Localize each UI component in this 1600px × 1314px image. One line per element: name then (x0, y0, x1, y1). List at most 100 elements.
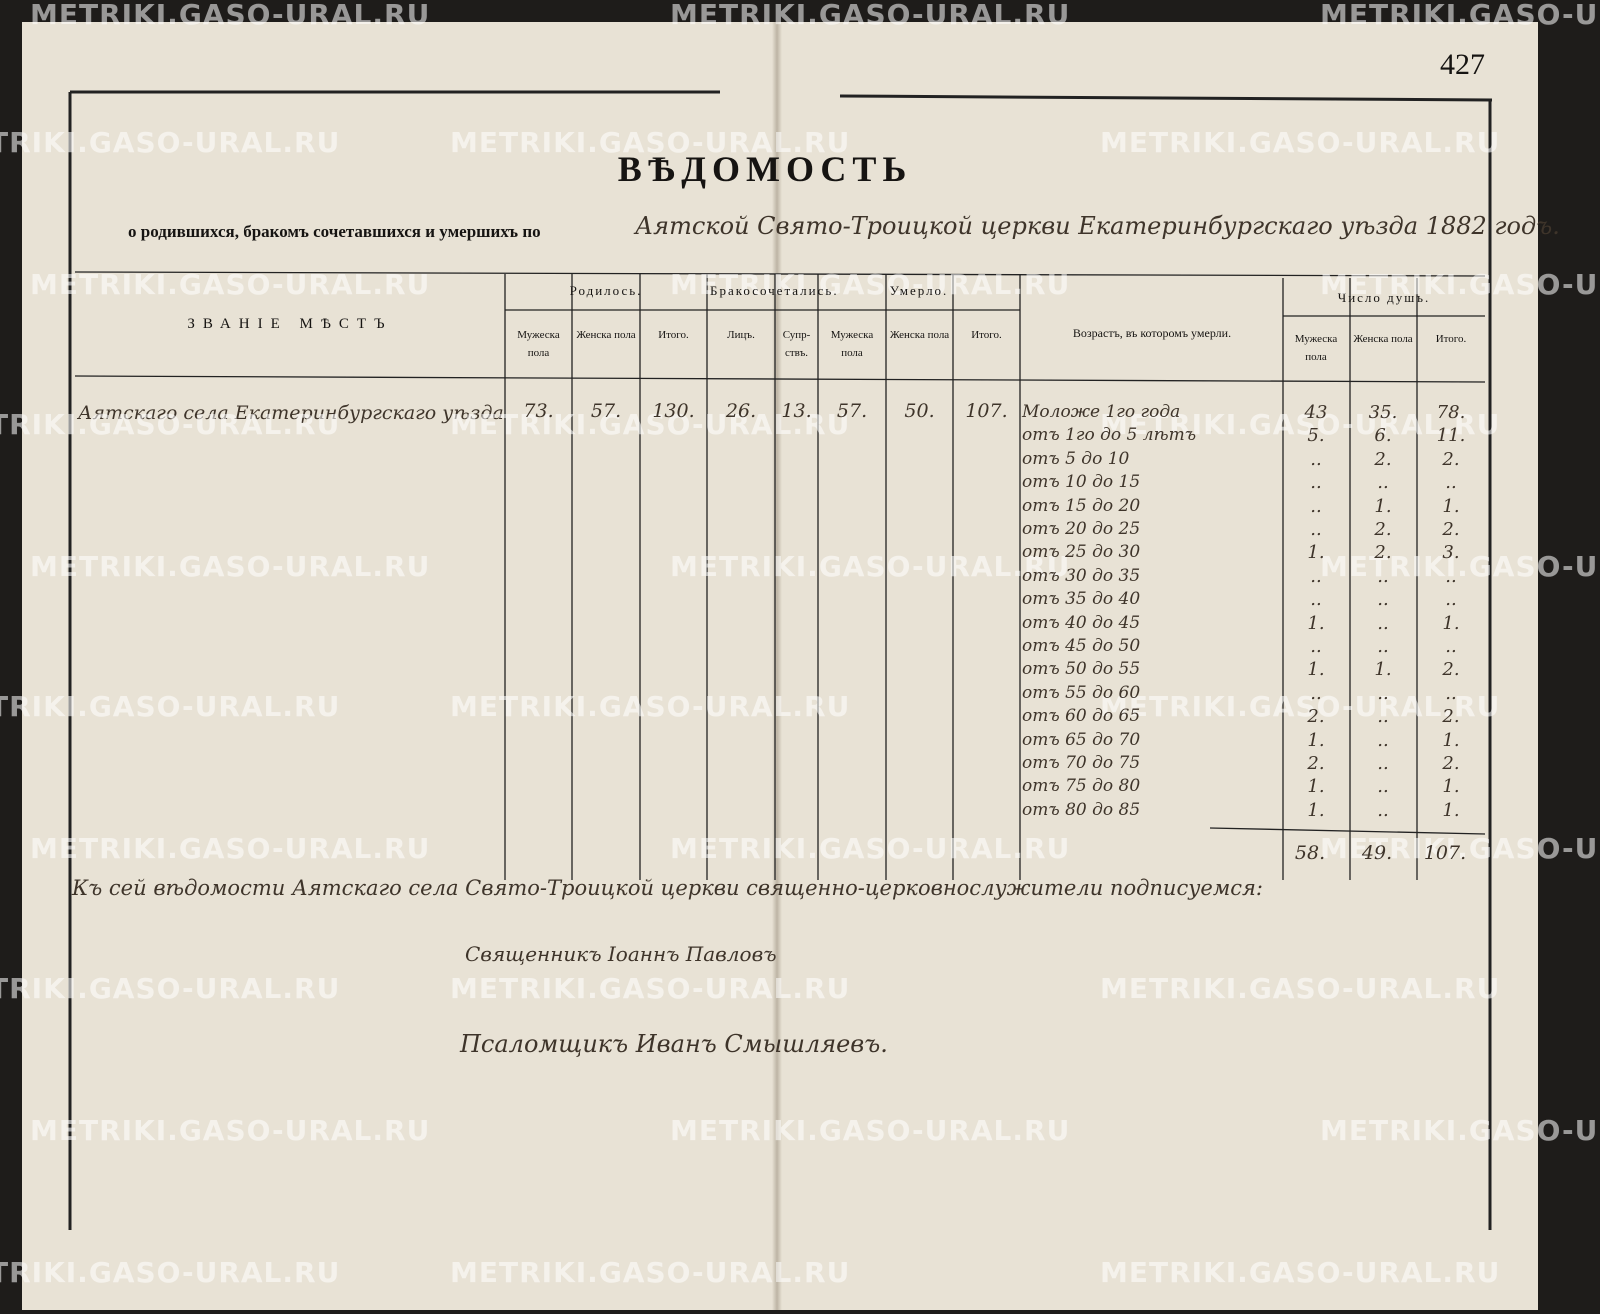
cell: 107. (965, 400, 1008, 422)
watermark: METRIKI.GASO-URAL.RU (450, 1256, 851, 1289)
cell: 73. (523, 400, 554, 422)
watermark: METRIKI.GASO-URAL.RU (30, 268, 431, 301)
cell: .. (1445, 589, 1457, 611)
cell: 1. (1442, 495, 1460, 517)
cell: 2. (1442, 448, 1460, 470)
cell: .. (1377, 799, 1389, 821)
age-range: отъ 45 до 50 (1022, 636, 1141, 656)
watermark: METRIKI.GASO-URAL.RU (450, 126, 851, 159)
cell: 35. (1368, 402, 1398, 423)
cell: 2. (1307, 753, 1325, 774)
cell: .. (1445, 682, 1457, 704)
signature: Священникъ Іоаннъ Павловъ (465, 942, 777, 966)
cell: .. (1377, 636, 1389, 657)
cell: 2. (1374, 542, 1392, 564)
watermark: METRIKI.GASO-URAL.RU (30, 0, 431, 31)
cell: 2. (1442, 706, 1460, 728)
watermark: METRIKI.GASO-URAL.RU (450, 408, 851, 441)
column-header: Мужеска пола (517, 329, 560, 359)
cell: .. (1377, 706, 1389, 728)
cell: 1. (1307, 729, 1325, 751)
cell: 2. (1374, 519, 1392, 540)
watermark: METRIKI.GASO-URAL.RU (30, 550, 431, 583)
watermark: METRIKI.GASO-URAL.RU (1100, 1256, 1501, 1289)
cell: 57. (590, 400, 622, 422)
age-range: отъ 15 до 20 (1022, 495, 1141, 516)
cell: 1. (1307, 612, 1325, 634)
watermark: METRIKI.GASO-URAL.RU (670, 268, 1071, 301)
group-header: Умерло. (889, 283, 949, 298)
watermark: METRIKI.GASO-URAL.RU (30, 832, 431, 865)
total: 107. (1423, 842, 1467, 864)
age-range: отъ 80 до 85 (1022, 799, 1141, 820)
age-range: Моложе 1го года (1022, 402, 1181, 422)
cell: .. (1445, 472, 1457, 494)
cell: 2. (1442, 753, 1460, 774)
watermark: METRIKI.GASO-URAL.RU (1320, 1114, 1600, 1147)
place-header: Званіе мѣстъ (187, 316, 393, 332)
group-header: Бракосочетались. (710, 283, 839, 298)
watermark: METRIKI.GASO-URAL.RU (0, 126, 341, 159)
age-range: отъ 70 до 75 (1022, 753, 1141, 773)
watermark: METRIKI.GASO-URAL.RU (450, 690, 851, 723)
cell: 2. (1307, 706, 1325, 728)
cell: 1. (1442, 776, 1460, 798)
watermark: METRIKI.GASO-URAL.RU (1100, 972, 1501, 1005)
cell: .. (1377, 776, 1389, 798)
age-range: отъ 25 до 30 (1022, 542, 1141, 563)
age-range: отъ 20 до 25 (1022, 519, 1141, 539)
cell: .. (1310, 636, 1322, 657)
age-range: отъ 10 до 15 (1022, 472, 1141, 493)
cell: .. (1377, 612, 1389, 634)
cell: 11. (1436, 425, 1466, 447)
watermark: METRIKI.GASO-URAL.RU (450, 972, 851, 1005)
souls-header: Число душъ. (1337, 290, 1431, 305)
cell: .. (1310, 495, 1322, 517)
page-number: 427 (1440, 48, 1485, 81)
watermark: METRIKI.GASO-URAL.RU (0, 1256, 341, 1289)
age-range: отъ 60 до 65 (1022, 706, 1141, 727)
signature: Псаломщикъ Иванъ Смышляевъ. (460, 1030, 888, 1058)
watermark: METRIKI.GASO-URAL.RU (1100, 408, 1501, 441)
age-range: отъ 50 до 55 (1022, 659, 1141, 680)
cell: .. (1310, 565, 1322, 587)
watermark: METRIKI.GASO-URAL.RU (670, 550, 1071, 583)
total: 49. (1361, 842, 1393, 864)
cell: 78. (1436, 402, 1466, 423)
watermark: METRIKI.GASO-URAL.RU (0, 972, 341, 1005)
column-header: Итого. (1435, 333, 1467, 345)
watermark: METRIKI.GASO-URAL.RU (1100, 126, 1501, 159)
cell: .. (1445, 565, 1457, 587)
title: Вѣдомость (617, 149, 913, 189)
cell: 1. (1442, 612, 1460, 634)
place-name: Аятскаго села Екатеринбургскаго уѣзда (78, 402, 504, 424)
column-header: Женска пола (889, 329, 950, 341)
cell: 6. (1374, 425, 1392, 447)
cell: 2. (1374, 448, 1392, 470)
watermark: METRIKI.GASO-URAL.RU (670, 832, 1071, 865)
cell: 1. (1374, 495, 1392, 517)
cell: 26. (725, 400, 757, 422)
cell: 50. (904, 400, 935, 422)
cell: 57. (836, 400, 868, 422)
cell: .. (1310, 472, 1322, 494)
cell: .. (1377, 753, 1389, 774)
column-header: Лицъ. (727, 329, 755, 341)
cell: 1. (1307, 659, 1325, 681)
cell: .. (1377, 472, 1389, 494)
age-range: отъ 55 до 60 (1022, 682, 1141, 703)
column-header: Итого. (971, 329, 1002, 341)
watermark: METRIKI.GASO-URAL.RU (1320, 832, 1600, 865)
watermark: METRIKI.GASO-URAL.RU (1100, 690, 1501, 723)
age-range: отъ 65 до 70 (1022, 729, 1141, 750)
subtitle-handwritten: Аятской Свято-Троицкой церкви Екатеринбу… (635, 212, 1560, 240)
group-header: Родилось. (569, 283, 643, 298)
column-header: Мужеска пола (1294, 333, 1338, 363)
watermark: METRIKI.GASO-URAL.RU (0, 690, 341, 723)
cell: .. (1377, 682, 1389, 704)
watermark: METRIKI.GASO-URAL.RU (670, 0, 1071, 31)
cell: 1. (1374, 659, 1392, 681)
age-range: отъ 75 до 80 (1022, 776, 1141, 797)
